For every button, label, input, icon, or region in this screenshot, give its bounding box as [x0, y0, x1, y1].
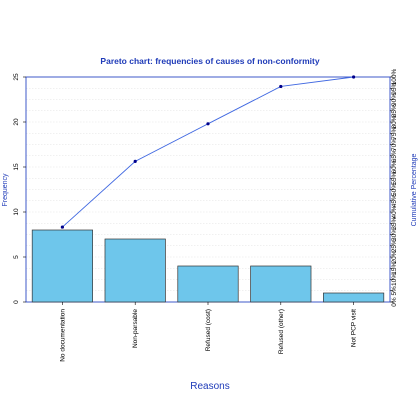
y-axis-left: 0 5 10 15 20 25: [13, 73, 26, 304]
y-tick-label: 20: [13, 118, 20, 126]
y2-tick-label: 15%: [391, 262, 398, 275]
x-tick-label: Non-parsable: [132, 309, 139, 348]
y2-tick-label: 45%: [391, 194, 398, 207]
chart-title: Pareto chart: frequencies of causes of n…: [100, 56, 319, 66]
bar: [31, 229, 93, 303]
y2-tick-label: 0%: [391, 297, 398, 307]
y-tick-label: 25: [13, 73, 20, 81]
x-tick-label: Refused (cost): [205, 309, 212, 351]
bars: [31, 229, 385, 303]
y2-tick-label: 20%: [391, 250, 398, 263]
cumulative-point: [279, 84, 283, 89]
cumulative-point: [352, 75, 356, 79]
y2-tick-label: 80%: [391, 115, 398, 128]
y-axis-right: 0%5%10%15%20%25%30%35%40%45%50%55%60%65%…: [390, 68, 398, 307]
cumulative-point: [133, 159, 137, 163]
y2-tick-label: 30%: [391, 228, 398, 241]
x-tick-label: Not PCP visit: [351, 309, 358, 347]
y2-tick-label: 55%: [391, 172, 398, 185]
y2-tick-label: 70%: [391, 138, 398, 151]
y2-tick-label: 95%: [391, 82, 398, 95]
y-tick-label: 5: [13, 255, 20, 259]
y2-tick-label: 60%: [391, 160, 398, 173]
bar: [104, 238, 166, 303]
cumulative-point: [60, 225, 64, 229]
cumulative-line-path: [62, 76, 354, 228]
y2-tick-label: 85%: [391, 104, 398, 117]
y-tick-label: 0: [13, 300, 20, 304]
bar: [323, 292, 385, 303]
y2-tick-label: 50%: [391, 183, 398, 196]
y2-tick-label: 40%: [391, 205, 398, 218]
bar: [177, 265, 239, 303]
y2-tick-label: 75%: [391, 127, 398, 140]
x-tick-label: No documentation: [59, 309, 66, 362]
y2-tick-label: 100%: [391, 68, 398, 85]
y2-tick-label: 5%: [391, 286, 398, 296]
y2-tick-label: 35%: [391, 217, 398, 230]
bar: [250, 265, 312, 303]
y2-axis-label: Cumulative Percentage: [411, 154, 418, 227]
x-axis: No documentation Non-parsable Refused (cos…: [59, 302, 358, 362]
x-tick-label: Refused (other): [278, 309, 285, 354]
y-tick-label: 15: [13, 163, 20, 171]
y2-tick-label: 65%: [391, 149, 398, 162]
y-tick-label: 10: [13, 208, 20, 216]
cumulative-point: [206, 122, 210, 126]
y-axis-label: Frequency: [2, 173, 9, 207]
cumulative-line: [60, 75, 356, 229]
y2-tick-label: 25%: [391, 239, 398, 252]
y2-tick-label: 10%: [391, 273, 398, 286]
x-axis-label: Reasons: [190, 381, 229, 392]
y2-tick-label: 90%: [391, 93, 398, 106]
